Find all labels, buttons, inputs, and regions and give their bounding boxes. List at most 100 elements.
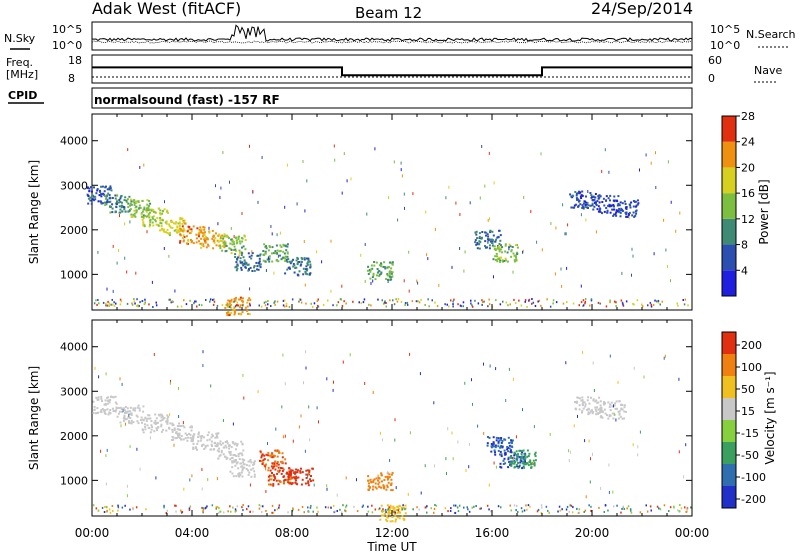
data-cell (277, 466, 280, 469)
data-cell (270, 305, 272, 307)
data-cell (106, 402, 109, 405)
data-cell (111, 207, 114, 210)
data-cell (186, 436, 189, 439)
data-cell (533, 425, 535, 429)
data-cell (104, 201, 106, 204)
data-cell (238, 249, 241, 252)
data-cell (129, 410, 132, 413)
data-cell (270, 465, 273, 468)
data-cell (97, 299, 99, 301)
data-cell (231, 460, 234, 463)
data-cell (184, 432, 187, 435)
data-cell (502, 459, 505, 462)
velocity-x-axis (91, 320, 693, 516)
data-cell (225, 312, 228, 314)
data-cell (523, 452, 526, 455)
data-cell (588, 439, 590, 443)
data-cell (390, 484, 393, 486)
data-cell (584, 300, 587, 303)
data-cell (397, 298, 400, 301)
data-cell (292, 439, 294, 443)
data-cell (233, 245, 236, 248)
data-cell (233, 298, 236, 300)
data-cell (141, 199, 144, 202)
data-cell (192, 446, 195, 449)
data-cell (181, 225, 184, 228)
data-cell (527, 455, 530, 457)
data-cell (581, 411, 583, 414)
data-cell (125, 199, 128, 202)
data-cell (178, 415, 180, 418)
data-cell (106, 509, 108, 512)
data-cell (582, 407, 585, 410)
data-cell (92, 400, 95, 403)
data-cell (619, 415, 622, 418)
data-cell (590, 505, 592, 508)
data-cell (282, 256, 285, 259)
data-cell (216, 304, 219, 307)
data-cell (263, 454, 266, 457)
data-cell (448, 185, 450, 189)
data-cell (93, 199, 96, 202)
data-cell (507, 466, 510, 469)
data-cell (189, 505, 192, 508)
data-cell (445, 196, 447, 200)
data-cell (301, 471, 304, 474)
data-cell (237, 312, 240, 315)
data-cell (120, 300, 122, 303)
data-cell (245, 262, 248, 265)
data-cell (160, 414, 163, 417)
data-cell (152, 306, 154, 308)
data-cell (573, 206, 576, 209)
data-cell (204, 240, 207, 243)
data-cell (138, 204, 141, 207)
data-cell (308, 471, 311, 474)
data-cell (182, 237, 184, 239)
colorbar-segment (722, 270, 736, 296)
data-cell (446, 303, 448, 306)
data-cell (103, 190, 106, 193)
data-cell (176, 225, 179, 228)
data-cell (345, 506, 347, 509)
data-cell (577, 200, 580, 203)
data-cell (504, 257, 507, 260)
data-cell (425, 210, 427, 214)
data-cell (350, 177, 352, 181)
data-cell (616, 504, 618, 507)
data-cell (612, 417, 615, 420)
data-cell (232, 454, 235, 456)
data-cell (201, 231, 204, 234)
data-cell (587, 413, 590, 416)
data-cell (225, 446, 228, 449)
data-cell (116, 203, 118, 206)
data-cell (499, 462, 502, 465)
data-cell (282, 353, 284, 357)
data-cell (155, 417, 158, 420)
data-cell (582, 207, 585, 210)
data-cell (490, 241, 493, 244)
data-cell (228, 313, 230, 315)
data-cell (178, 387, 179, 390)
data-cell (124, 210, 127, 213)
data-cell (267, 451, 270, 454)
data-cell (639, 430, 641, 434)
data-cell (646, 510, 649, 513)
data-cell (222, 241, 225, 244)
data-cell (438, 283, 440, 287)
data-cell (232, 422, 234, 426)
data-cell (144, 417, 147, 420)
data-cell (236, 444, 238, 447)
data-cell (201, 468, 203, 471)
data-cell (630, 511, 633, 514)
data-cell (241, 297, 244, 300)
data-cell (230, 446, 233, 449)
data-cell (169, 413, 171, 417)
data-cell (515, 464, 518, 466)
data-cell (494, 444, 497, 447)
data-cell (626, 216, 629, 218)
data-cell (243, 259, 246, 262)
data-cell (159, 229, 161, 232)
data-cell (284, 205, 286, 209)
data-cell (163, 504, 165, 507)
